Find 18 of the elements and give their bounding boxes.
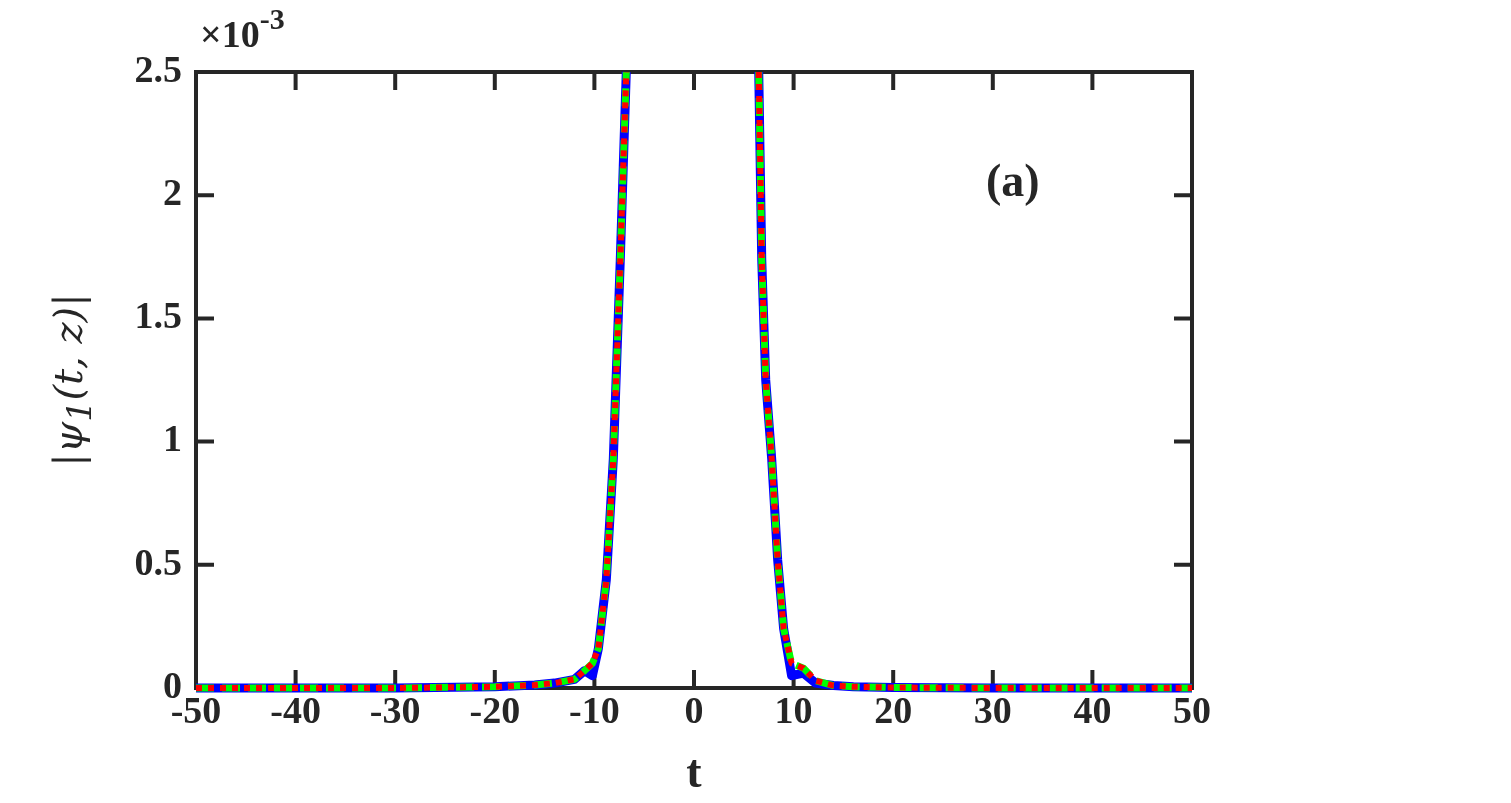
x-tick-label: 40 (1073, 688, 1112, 731)
x-tick-label: 20 (874, 688, 913, 731)
annotation: (a) (986, 155, 1040, 206)
y-tick-label: 2.5 (134, 47, 182, 90)
x-tick-label: 10 (774, 688, 813, 731)
x-axis-title: t (686, 746, 703, 798)
x-tick-label: -40 (270, 688, 321, 731)
x-tick-label: -20 (469, 688, 521, 731)
text: ×10$^{-3}$ (200, 2, 285, 55)
y-tick-label: 0.5 (134, 540, 182, 583)
x-tick-label: 30 (973, 688, 1012, 731)
x-tick-label: 0 (684, 688, 704, 731)
y-tick-label: 2 (163, 171, 182, 214)
x-tick-label: -30 (369, 688, 421, 731)
x-tick-label: 50 (1173, 688, 1211, 731)
x-tick-label: -10 (569, 688, 620, 731)
y-tick-label: 1 (163, 417, 182, 460)
y-tick-label: 1.5 (134, 294, 182, 337)
